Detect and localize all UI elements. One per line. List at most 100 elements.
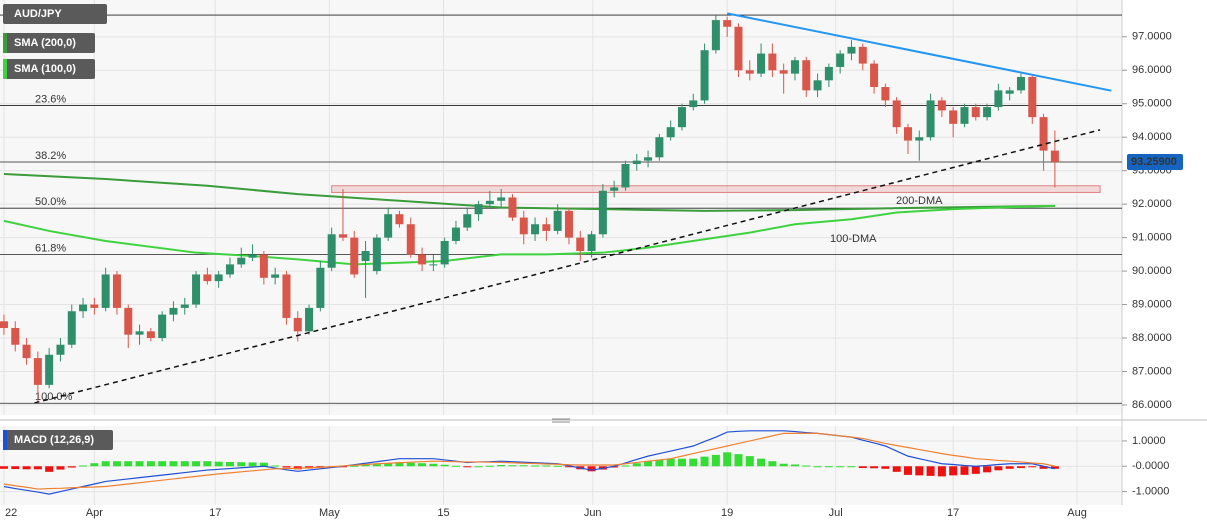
candle-body (384, 214, 393, 238)
candle-body (124, 307, 133, 335)
candle-body (90, 304, 99, 308)
candle-body (214, 274, 223, 282)
candle-body (180, 304, 189, 308)
legend-swatch (3, 59, 7, 79)
candle-body (689, 100, 698, 108)
candle-body (101, 274, 110, 308)
y-tick-label: -0.0000 (1132, 460, 1169, 472)
histogram-bar (960, 466, 969, 475)
candle-body (56, 344, 65, 355)
fib-label: 23.6% (35, 93, 66, 105)
histogram-bar (847, 466, 856, 468)
x-tick-label: 15 (437, 507, 449, 519)
x-tick-label: 22 (5, 507, 17, 519)
candle-body (192, 274, 201, 305)
y-tick-label: 90.0000 (1132, 265, 1172, 277)
divider-grip[interactable] (552, 418, 570, 423)
histogram-bar (644, 461, 653, 467)
candle-body (361, 251, 370, 262)
histogram-bar (745, 456, 754, 467)
candle-body (542, 224, 551, 231)
histogram-bar (440, 464, 449, 467)
candle-body (903, 127, 912, 141)
histogram-bar (237, 462, 246, 467)
candle-body (960, 107, 969, 124)
histogram-bar (813, 466, 822, 468)
histogram-bar (350, 465, 359, 467)
candle-body (610, 187, 619, 191)
legend-box (3, 4, 107, 24)
histogram-bar (79, 465, 88, 467)
candle-body (745, 70, 754, 74)
histogram-bar (790, 464, 799, 467)
x-tick-label: Jun (584, 507, 602, 519)
candle-body (406, 224, 415, 255)
y-tick-label: 91.0000 (1132, 232, 1172, 244)
candle-body (881, 87, 890, 101)
candle-body (587, 234, 596, 252)
legend-entry: SMA (200,0) (14, 37, 76, 49)
candle-body (305, 307, 314, 332)
macd-line (3, 432, 1056, 490)
histogram-bar (192, 461, 201, 467)
histogram-bar (463, 466, 472, 468)
trendline (34, 129, 1101, 404)
candle-body (440, 240, 449, 265)
candle-body (429, 264, 438, 266)
candle-body (350, 237, 359, 275)
candle-body (553, 210, 562, 231)
histogram-bar (802, 465, 811, 467)
candle-body (135, 331, 144, 335)
histogram-bar (836, 466, 845, 468)
candle-body (576, 237, 585, 252)
candle-body (824, 66, 833, 81)
x-tick-label: 17 (209, 507, 221, 519)
legend-entry: SMA (100,0) (14, 63, 76, 75)
histogram-bar (711, 454, 720, 467)
histogram-bar (451, 465, 460, 467)
candle-body (757, 53, 766, 74)
legend-box (3, 59, 95, 79)
x-tick-label: Jul (829, 507, 843, 519)
candle-body (395, 214, 404, 225)
histogram-bar (903, 466, 912, 475)
histogram-bar (768, 461, 777, 467)
histogram-bar (67, 466, 76, 468)
histogram-bar (497, 464, 506, 467)
y-tick-label: 95.0000 (1132, 98, 1172, 110)
candle-body (508, 197, 517, 218)
candle-body (1050, 150, 1059, 163)
histogram-bar (135, 461, 144, 467)
candle-body (790, 60, 799, 74)
support-zone (331, 185, 1101, 193)
candle-body (0, 321, 8, 328)
histogram-bar (892, 466, 901, 472)
candle-body (768, 53, 777, 71)
histogram-bar (0, 466, 8, 469)
candle-body (11, 327, 20, 345)
legend-box (3, 430, 113, 450)
histogram-bar (429, 463, 438, 467)
histogram-bar (700, 456, 709, 467)
candle-body (926, 100, 935, 138)
histogram-bar (689, 458, 698, 467)
histogram-bar (858, 466, 867, 469)
macd-panel (0, 426, 1122, 505)
histogram-bar (1005, 466, 1014, 469)
histogram-bar (757, 458, 766, 467)
histogram-bar (395, 462, 404, 467)
candle-body (338, 234, 347, 238)
candle-body (677, 107, 686, 128)
histogram-bar (169, 461, 178, 467)
histogram-bar (508, 465, 517, 467)
legend-swatch (3, 430, 7, 450)
histogram-bar (56, 466, 65, 470)
candle-body (994, 90, 1003, 108)
histogram-bar (519, 465, 528, 467)
histogram-bar (1039, 466, 1048, 469)
y-tick-label: 1.0000 (1132, 435, 1166, 447)
ma-annotation: 200-DMA (896, 195, 943, 207)
candle-body (203, 274, 212, 282)
candle-body (734, 26, 743, 71)
histogram-bar (418, 463, 427, 467)
